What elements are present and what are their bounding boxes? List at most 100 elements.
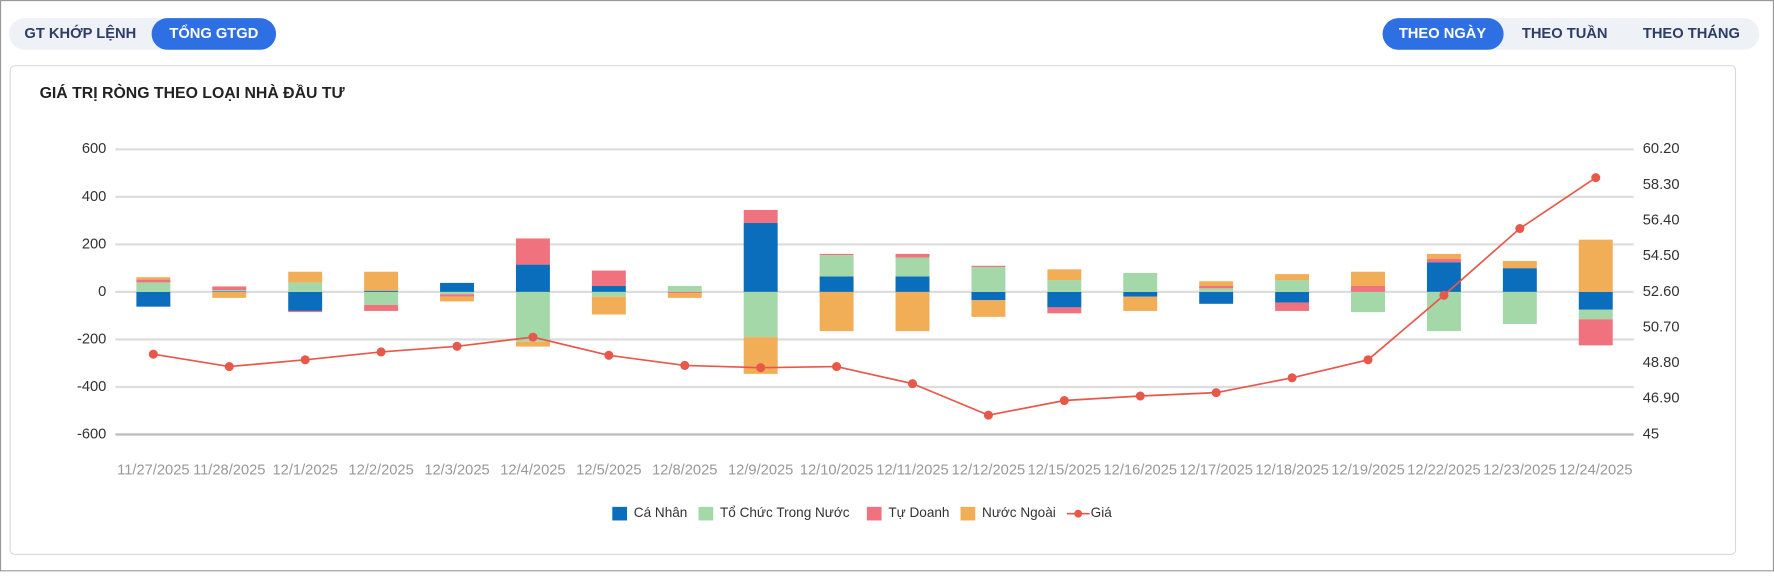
- bar-segment: [591, 296, 626, 315]
- x-tick-label: 12/5/2025: [576, 463, 641, 479]
- bar-segment: [895, 291, 930, 332]
- y-tick-label: 0: [98, 284, 106, 300]
- price-point: [1211, 388, 1221, 398]
- bar-segment: [364, 271, 399, 291]
- price-point: [1363, 355, 1373, 365]
- bar-segment: [1578, 319, 1613, 346]
- x-tick-label: 12/3/2025: [424, 463, 489, 479]
- bar-segment: [212, 286, 247, 291]
- bar-segment: [1275, 280, 1310, 292]
- y-tick-label: -200: [77, 331, 106, 347]
- bar-segment: [1199, 281, 1234, 286]
- y-tick-label: -600: [77, 426, 106, 442]
- bar-segment: [212, 291, 247, 298]
- bar-segment: [1275, 291, 1310, 303]
- bar-segment: [1502, 261, 1537, 269]
- y-tick-label: 200: [82, 236, 107, 252]
- legend-swatch: [698, 506, 714, 521]
- price-point: [832, 362, 842, 372]
- price-point: [300, 355, 310, 365]
- legend-swatch: [866, 506, 882, 521]
- plot: 600 400 200 0 -200 -400 -600 60.20 58.30 56.40 54.…: [77, 141, 1680, 521]
- price-point: [1059, 395, 1069, 406]
- bar-segment: [667, 291, 702, 294]
- bar-segment: [895, 257, 930, 277]
- bar-segment: [1047, 291, 1082, 308]
- bar-segment: [288, 282, 323, 292]
- bar-segment: [1123, 272, 1158, 292]
- bar-segment: [1275, 302, 1310, 311]
- x-tick-label: 12/10/2025: [800, 463, 874, 479]
- bar-segment: [1123, 291, 1158, 297]
- bar-segment: [1199, 288, 1234, 292]
- tab[interactable]: TỔNG GTGD: [169, 24, 258, 42]
- tab[interactable]: THEO THÁNG: [1643, 25, 1740, 42]
- price-point: [1591, 173, 1601, 183]
- bar-segment: [1502, 291, 1537, 324]
- bar-segment: [1502, 268, 1537, 292]
- bar-segment: [364, 290, 399, 292]
- y2-tick-label: 52.60: [1643, 284, 1680, 300]
- bar-segment: [364, 291, 399, 305]
- y2-tick-label: 45: [1643, 426, 1659, 442]
- tab[interactable]: GT KHỚP LỆNH: [24, 24, 136, 42]
- y2-tick-label: 50.70: [1643, 319, 1680, 335]
- bar-segment: [136, 277, 171, 280]
- bar-segment: [212, 290, 247, 292]
- bar-segment: [136, 279, 171, 283]
- bar-segment: [440, 294, 474, 297]
- x-tick-label: 11/28/2025: [193, 463, 265, 479]
- x-tick-label: 12/15/2025: [1028, 463, 1102, 479]
- price-point: [680, 360, 690, 370]
- price-point: [756, 363, 766, 373]
- x-tick-label: 12/16/2025: [1104, 463, 1178, 479]
- legend-swatch: [1074, 509, 1083, 518]
- bar-segment: [971, 265, 1006, 267]
- chart-title: GIÁ TRỊ RÒNG THEO LOẠI NHÀ ĐẦU TƯ: [40, 83, 346, 102]
- bar-segment: [819, 253, 854, 256]
- bar-segment: [895, 253, 930, 258]
- y-tick-label: 400: [82, 189, 107, 205]
- bar-segment: [136, 291, 171, 307]
- bar-segment: [667, 285, 702, 292]
- bar-segment: [743, 209, 778, 224]
- legend-label: Tổ Chức Trong Nước: [720, 505, 850, 520]
- bar-segment: [136, 282, 171, 292]
- bar-segment: [591, 285, 626, 292]
- price-point: [148, 349, 158, 359]
- legend-swatch: [960, 506, 976, 521]
- bar-segment: [895, 276, 930, 292]
- legend-label: Nước Ngoài: [982, 505, 1056, 520]
- price-point: [452, 341, 462, 351]
- y2-tick-label: 46.90: [1643, 391, 1680, 407]
- bar-segment: [1426, 253, 1461, 259]
- tab[interactable]: THEO NGÀY: [1399, 25, 1487, 42]
- bar-segment: [288, 291, 323, 311]
- y-tick-label: 600: [82, 141, 107, 157]
- bar-segment: [971, 300, 1006, 317]
- y2-tick-label: 56.40: [1643, 213, 1680, 229]
- x-tick-label: 12/17/2025: [1179, 463, 1253, 479]
- x-tick-label: 12/12/2025: [952, 463, 1026, 479]
- bar-segment: [743, 291, 778, 338]
- bar-segment: [1123, 296, 1158, 311]
- bar-segment: [1351, 285, 1385, 292]
- price-point: [224, 362, 234, 372]
- bar-segment: [819, 255, 854, 277]
- bar-segment: [743, 223, 778, 292]
- tab-active: [1382, 18, 1504, 50]
- tab[interactable]: THEO TUẦN: [1522, 25, 1608, 42]
- bar-segment: [1047, 307, 1082, 314]
- x-tick-label: 12/9/2025: [728, 463, 793, 479]
- bar-segment: [971, 291, 1006, 301]
- y2-tick-label: 60.20: [1643, 141, 1680, 157]
- bar-segment: [591, 270, 626, 286]
- bar-segment: [1426, 262, 1461, 292]
- x-tick-label: 12/24/2025: [1559, 463, 1633, 479]
- price-point: [376, 347, 386, 357]
- bar-segment: [591, 291, 626, 297]
- x-tick-label: 12/19/2025: [1331, 463, 1405, 479]
- legend-label: Giá: [1091, 505, 1113, 520]
- x-tick-label: 12/4/2025: [500, 463, 565, 479]
- price-point: [1515, 223, 1525, 234]
